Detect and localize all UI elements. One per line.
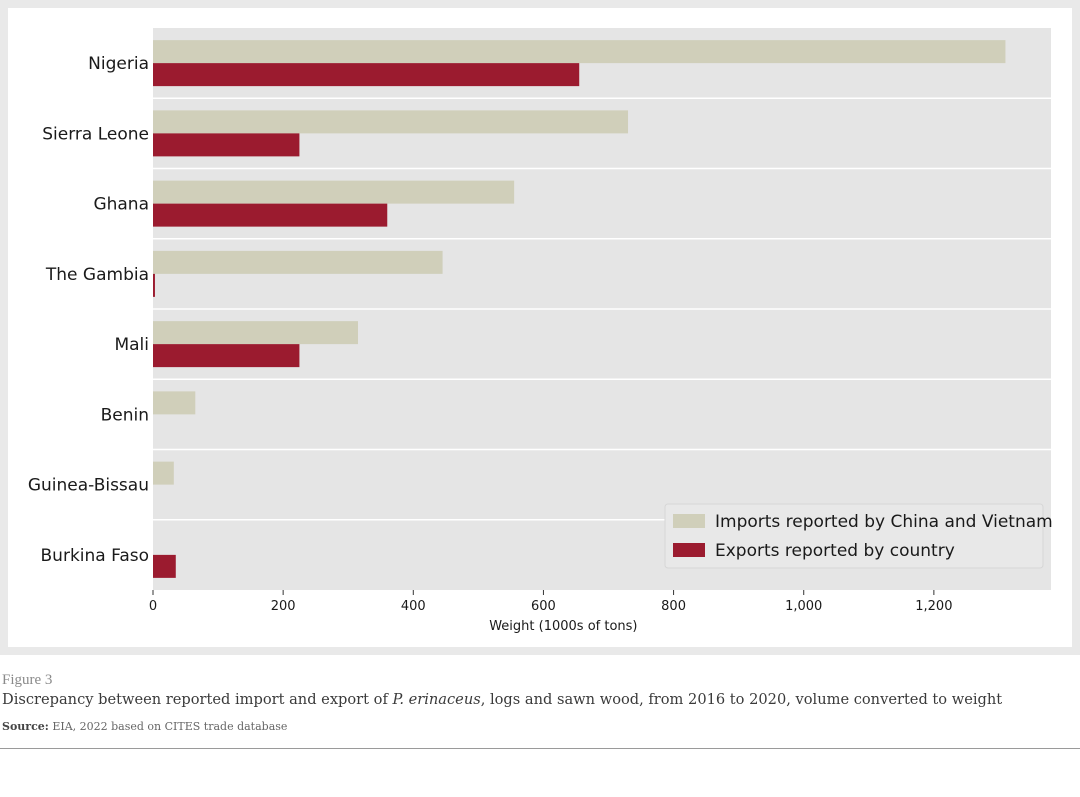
category-label: Sierra Leone: [42, 124, 149, 144]
import-bar-benin: [153, 391, 196, 415]
category-label: Ghana: [93, 195, 149, 215]
import-bar-ghana: [153, 180, 515, 204]
figure-title-prefix: Discrepancy between reported import and …: [2, 691, 393, 708]
chart-frame: Nigeria Sierra Leone Ghana The Gambia Mali Be…: [0, 0, 1080, 655]
figure-title-species: P. erinaceus: [392, 691, 481, 708]
import-bar-guinea-bissau: [153, 461, 174, 485]
category-label: Mali: [114, 335, 149, 355]
category-label: Burkina Faso: [41, 546, 149, 566]
category-label: Guinea-Bissau: [28, 476, 149, 496]
divider: [0, 748, 1080, 749]
x-tick-label: 1,000: [785, 599, 822, 614]
figure-title: Discrepancy between reported import and …: [2, 691, 1002, 708]
export-bar-sierra-leone: [153, 133, 300, 157]
figure-title-suffix: , logs and sawn wood, from 2016 to 2020,…: [480, 691, 1003, 708]
export-bar-nigeria: [153, 63, 580, 87]
x-tick-label: 800: [661, 599, 686, 614]
import-bar-the-gambia: [153, 250, 443, 274]
export-bar-the-gambia: [153, 273, 155, 297]
export-bar-burkina-faso: [153, 554, 176, 578]
figure-source: Source: EIA, 2022 based on CITES trade d…: [2, 720, 287, 733]
x-tick-label: 0: [149, 599, 157, 614]
category-label: Benin: [101, 405, 149, 425]
source-label: Source:: [2, 720, 49, 733]
category-label: The Gambia: [45, 265, 149, 285]
import-bar-mali: [153, 321, 358, 345]
x-tick-label: 400: [401, 599, 426, 614]
legend-label: Exports reported by country: [715, 541, 955, 561]
x-tick-label: 1,200: [915, 599, 952, 614]
legend-label: Imports reported by China and Vietnam: [715, 512, 1053, 532]
x-tick-label: 600: [531, 599, 556, 614]
legend-box: [664, 503, 1044, 569]
legend-swatch: [673, 543, 705, 557]
chart-area: Nigeria Sierra Leone Ghana The Gambia Mali Be…: [8, 8, 1072, 647]
figure-label: Figure 3: [2, 672, 53, 688]
import-bar-nigeria: [153, 40, 1006, 64]
legend-swatch: [673, 514, 705, 528]
export-bar-ghana: [153, 203, 388, 227]
export-bar-mali: [153, 344, 300, 368]
bar-chart: Nigeria Sierra Leone Ghana The Gambia Mali Be…: [28, 28, 1053, 634]
x-tick-label: 200: [271, 599, 296, 614]
x-axis-label: Weight (1000s of tons): [489, 619, 637, 634]
source-text: EIA, 2022 based on CITES trade database: [48, 720, 288, 733]
category-label: Nigeria: [88, 54, 149, 74]
import-bar-sierra-leone: [153, 110, 629, 134]
